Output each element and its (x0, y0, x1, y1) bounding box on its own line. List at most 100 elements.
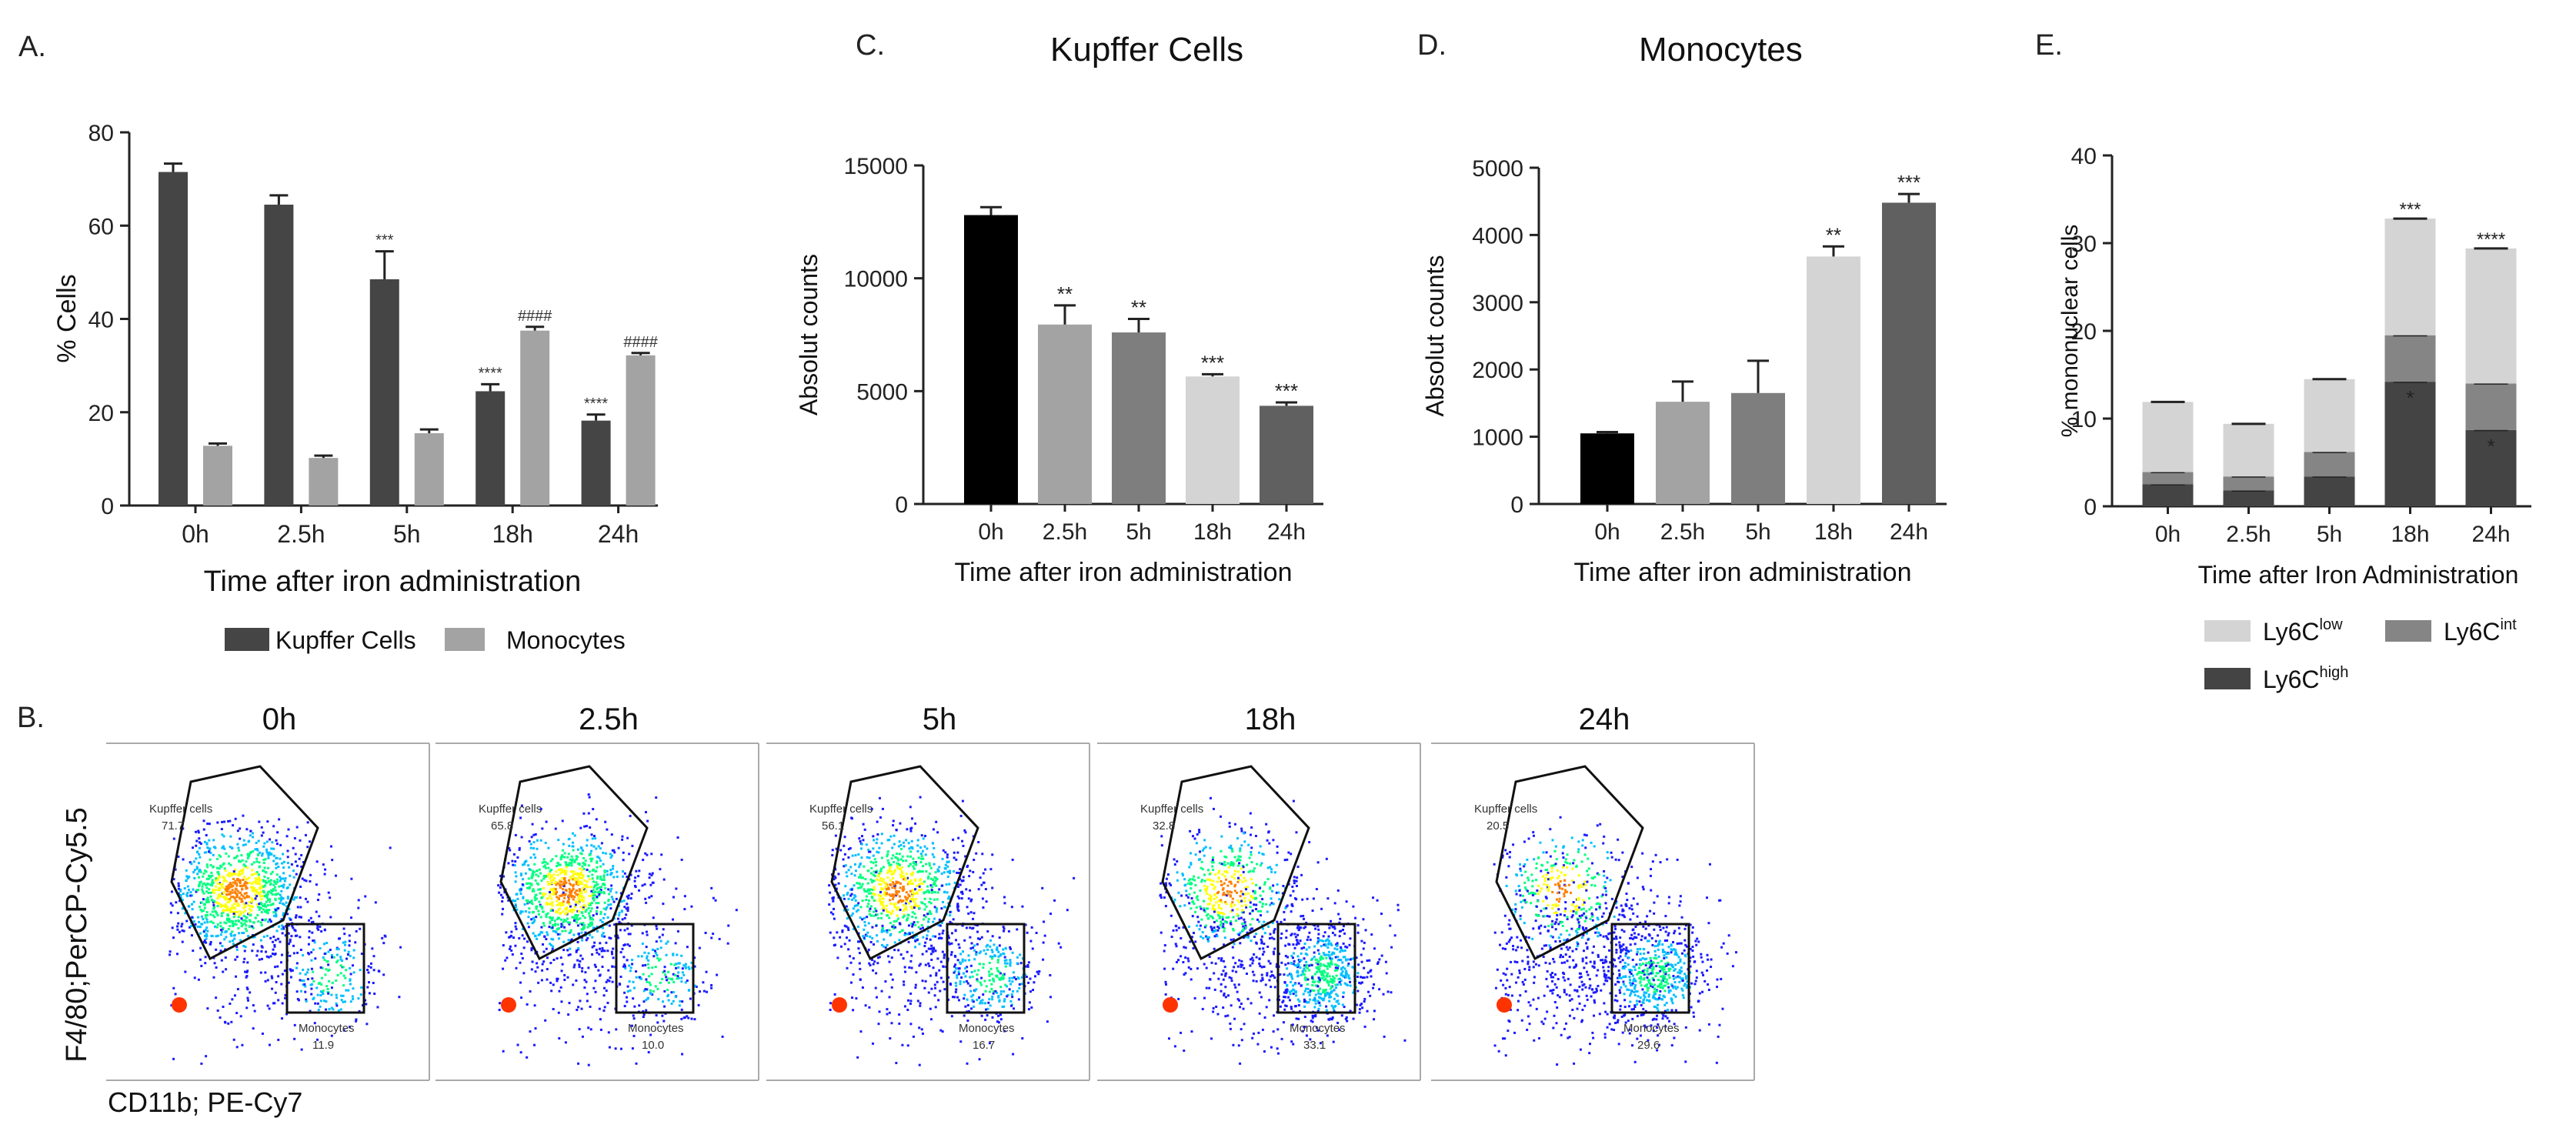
bar-d (1656, 402, 1710, 504)
bar-c (964, 215, 1018, 504)
bar-e-segment (2223, 490, 2274, 506)
legend-label-kupffer: Kupffer Cells (275, 626, 416, 654)
flow-scatter-dots (169, 814, 402, 1065)
y-tick-label-D: 3000 (1472, 291, 1523, 316)
panel-label-a: A. (18, 31, 46, 63)
monocyte-gate-pct: 29.6 (1637, 1039, 1660, 1052)
legend-swatch-monocytes (445, 628, 485, 651)
kupffer-gate-label: Kupffer cells (809, 803, 873, 816)
legend-label-e: Ly6Cint (2444, 616, 2517, 646)
legend-swatch-e (2204, 668, 2251, 689)
y-tick-label-E: 0 (2084, 495, 2097, 520)
flow-y-axis-label: F4/80;PerCP-Cy5.5 (61, 807, 93, 1063)
bar-e-segment (2223, 476, 2274, 491)
chart-c-title: Kupffer Cells (1050, 31, 1244, 68)
flow-scatter-dots (1493, 816, 1737, 1066)
flow-debris-blob (501, 997, 516, 1013)
kupffer-gate-pct: 56.1 (822, 819, 844, 833)
x-tick-label-c: 24h (1267, 519, 1306, 545)
x-axis-title-e: Time after Iron Administration (2198, 561, 2519, 589)
bar-a-monocytes (414, 433, 444, 506)
bar-c (1038, 324, 1092, 504)
monocyte-gate-label: Monocytes (1623, 1022, 1680, 1035)
monocyte-gate (1610, 923, 1690, 1014)
x-tick-label-d: 18h (1814, 519, 1853, 545)
legend-swatch-e (2204, 620, 2251, 642)
kupffer-gate (830, 765, 979, 961)
sig-label-e: * (2487, 435, 2494, 458)
flow-scatter-dots (1159, 796, 1406, 1065)
bar-a-kupffer-cells (158, 172, 188, 506)
bar-d (1731, 392, 1785, 504)
bar-a-monocytes (309, 458, 339, 506)
sig-label-a: #### (623, 334, 658, 351)
y-tick-label-A: 0 (101, 494, 114, 519)
monocyte-gate-pct: 33.1 (1303, 1039, 1326, 1052)
x-tick-label-e: 24h (2471, 522, 2510, 547)
x-axis-title-a: Time after iron administration (204, 566, 582, 598)
x-tick-label-d: 24h (1890, 519, 1928, 545)
monocyte-gate-label: Monocytes (1290, 1022, 1346, 1035)
y-tick-label-E: 30 (2071, 232, 2097, 257)
y-axis-title-e: % mononuclear cells (2057, 225, 2083, 438)
y-tick-label-E: 40 (2071, 144, 2097, 169)
x-tick-label-d: 2.5h (1660, 519, 1705, 545)
sig-label-e: * (2406, 386, 2414, 409)
bar-e-segment (2384, 335, 2436, 382)
sig-label-c: ** (1131, 295, 1146, 319)
bar-e-segment (2384, 382, 2436, 506)
kupffer-gate (170, 765, 319, 961)
monocyte-gate-pct: 16.7 (973, 1039, 995, 1052)
sig-label-a: **** (479, 365, 502, 382)
kupffer-gate-pct: 65.8 (491, 819, 513, 833)
sig-label-a: #### (518, 308, 552, 325)
bar-c (1186, 376, 1240, 504)
x-tick-label-c: 18h (1193, 519, 1232, 545)
bar-e-segment (2304, 452, 2355, 477)
y-tick-label-A: 40 (88, 308, 114, 333)
bar-e-segment (2142, 484, 2194, 506)
panel-label-d: D. (1417, 29, 1446, 62)
legend-label-monocytes: Monocytes (506, 626, 626, 654)
y-tick-label-E: 10 (2071, 407, 2097, 432)
flow-plot-time: 24h (1579, 702, 1630, 736)
x-tick-label-c: 2.5h (1043, 519, 1087, 545)
monocyte-gate-pct: 10.0 (642, 1039, 664, 1052)
sig-label-e-total: **** (2477, 229, 2505, 250)
y-tick-label-D: 2000 (1472, 358, 1523, 383)
y-axis-title-d: Absolut counts (1421, 255, 1449, 417)
flow-plot-time: 2.5h (579, 702, 639, 736)
flow-debris-blob (832, 997, 847, 1013)
kupffer-gate-pct: 32.8 (1153, 819, 1175, 833)
kupffer-gate (1161, 765, 1310, 961)
x-tick-label-a: 2.5h (277, 520, 325, 548)
bar-a-kupffer-cells (581, 420, 611, 506)
x-tick-label-e: 0h (2155, 522, 2181, 547)
x-axis-title-d: Time after iron administration (1573, 558, 1911, 587)
panel-label-b: B. (17, 702, 45, 734)
x-tick-label-d: 5h (1745, 519, 1770, 545)
kupffer-gate (499, 765, 649, 961)
flow-x-axis-label: CD11b; PE-Cy7 (108, 1086, 302, 1118)
y-tick-label-C: 5000 (856, 379, 908, 405)
sig-label-c: *** (1275, 379, 1298, 402)
monocyte-gate-label: Monocytes (628, 1022, 684, 1035)
y-tick-label-C: 15000 (844, 154, 908, 179)
legend-swatch-e (2385, 620, 2431, 642)
sig-label-a: **** (584, 395, 608, 412)
x-tick-label-a: 18h (492, 520, 533, 548)
bar-d (1807, 256, 1860, 504)
y-tick-label-C: 10000 (844, 267, 908, 292)
sig-label-e-total: *** (2399, 199, 2421, 220)
x-tick-label-a: 0h (182, 520, 209, 548)
x-tick-label-c: 0h (978, 519, 1003, 545)
x-axis-title-c: Time after iron administration (954, 558, 1292, 587)
flow-debris-blob (172, 997, 187, 1013)
monocyte-gate (615, 923, 695, 1014)
legend-label-e: Ly6Chigh (2263, 664, 2348, 693)
x-tick-label-a: 24h (598, 520, 639, 548)
legend-label-e: Ly6Clow (2263, 616, 2343, 646)
kupffer-gate-label: Kupffer cells (1140, 803, 1203, 816)
flow-debris-blob (1163, 997, 1178, 1013)
